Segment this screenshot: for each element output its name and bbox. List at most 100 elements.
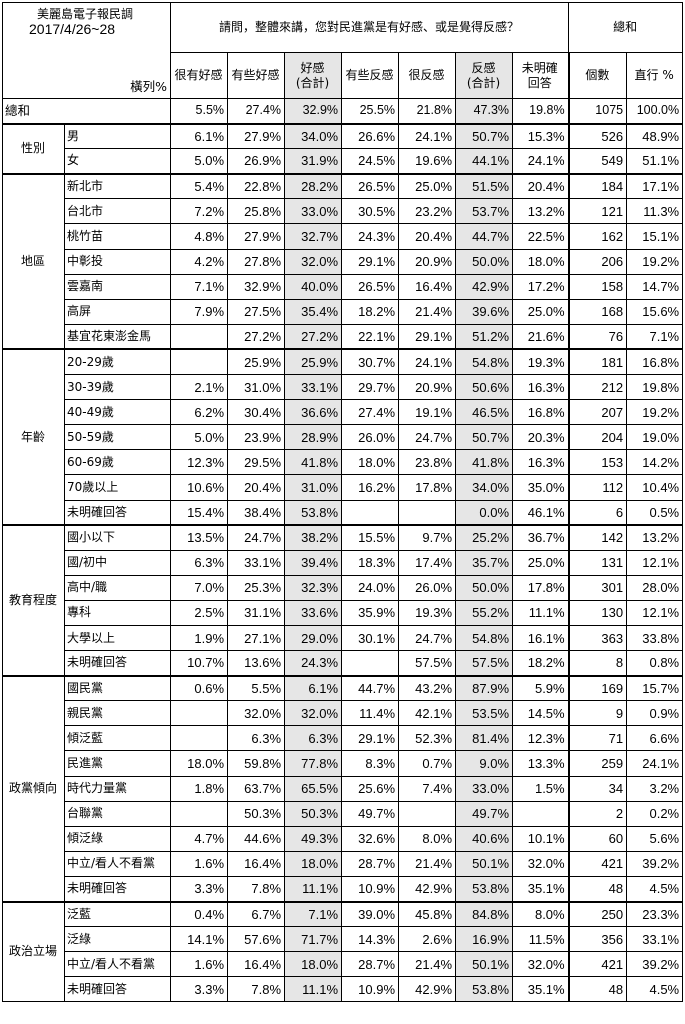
table-cell: 10.1% <box>512 825 570 852</box>
table-cell: 2.5% <box>170 599 229 626</box>
poll-crosstab-table: 美麗島電子報民調 2017/4/26~28 橫列% 請問，整體來講，您對民進黨是… <box>1 2 684 1003</box>
table-cell: 23.9% <box>227 424 286 451</box>
table-cell: 20.9% <box>398 248 457 275</box>
table-cell: 5.5% <box>170 97 229 125</box>
table-cell: 22.1% <box>341 323 400 350</box>
table-cell: 59.8% <box>227 750 286 777</box>
table-cell: 10.9% <box>341 976 400 1003</box>
table-cell: 26.9% <box>227 148 286 175</box>
row-label: 男 <box>63 122 172 150</box>
question-header: 請問，整體來講，您對民進黨是有好感、或是覺得反感？ <box>170 2 570 53</box>
table-cell: 17.1% <box>626 172 684 200</box>
table-cell: 1075 <box>567 97 628 125</box>
table-cell: 12.3% <box>512 725 570 752</box>
table-cell: 14.5% <box>512 700 570 727</box>
table-cell: 19.8% <box>512 97 570 125</box>
table-cell: 27.9% <box>227 122 286 150</box>
table-cell: 50.7% <box>455 122 514 150</box>
row-label: 大學以上 <box>63 624 172 652</box>
table-cell: 7.1% <box>626 323 684 350</box>
table-cell: 212 <box>567 374 628 401</box>
table-cell: 33.1% <box>626 926 684 953</box>
table-cell: 15.1% <box>626 223 684 250</box>
row-label: 60-69歲 <box>63 449 172 476</box>
table-cell: 29.1% <box>341 248 400 275</box>
table-cell: 18.0% <box>341 449 400 476</box>
table-cell: 14.3% <box>341 926 400 953</box>
table-row: 年齡 20-29歲 25.9% 25.9% 30.7% 24.1% 54.8% 19.3% 18… <box>2 348 684 526</box>
row-label: 泛藍 <box>63 900 172 928</box>
table-cell: 32.0% <box>227 700 286 727</box>
table-cell: 47.3% <box>455 97 514 125</box>
table-cell: 57.6% <box>227 926 286 953</box>
table-cell: 7.1% <box>284 900 343 928</box>
table-row: 高屏 7.9% 27.5% 35.4% 18.2% 21.4% 39.6% 25.0% 168 1… <box>3 298 684 325</box>
table-cell: 20.4% <box>512 172 570 200</box>
table-cell: 18.0% <box>284 951 343 978</box>
table-cell: 21.4% <box>398 951 457 978</box>
table-cell: 25.9% <box>227 348 286 376</box>
column-header: 反感 (合計) <box>455 52 514 99</box>
table-row: 大學以上 1.9% 27.1% 29.0% 30.1% 24.7% 54.8% 16.1% 36… <box>3 624 684 652</box>
row-label: 未明確回答 <box>63 875 172 903</box>
table-cell: 0.0% <box>455 499 514 526</box>
table-cell: 31.1% <box>227 599 286 626</box>
table-cell: 32.0% <box>284 700 343 727</box>
table-cell: 33.1% <box>284 374 343 401</box>
table-row: 70歲以上 10.6% 20.4% 31.0% 16.2% 17.8% 34.0% 35.0%… <box>3 474 684 501</box>
table-cell: 11.1% <box>284 875 343 903</box>
table-cell: 48 <box>567 976 628 1003</box>
table-cell: 27.2% <box>227 323 286 350</box>
table-cell: 31.9% <box>284 148 343 175</box>
table-cell: 60 <box>567 825 628 852</box>
table-cell: 16.4% <box>227 951 286 978</box>
table-cell: 153 <box>567 449 628 476</box>
table-cell <box>170 323 229 350</box>
table-cell: 29.7% <box>341 374 400 401</box>
table-cell: 5.5% <box>227 674 286 702</box>
table-cell: 7.1% <box>170 273 229 300</box>
table-cell: 35.4% <box>284 298 343 325</box>
table-cell: 0.8% <box>626 650 684 677</box>
table-cell: 3.3% <box>170 875 229 903</box>
table-cell: 25.5% <box>341 97 400 125</box>
table-cell: 25.6% <box>341 775 400 802</box>
table-cell: 28.7% <box>341 951 400 978</box>
row-label: 未明確回答 <box>63 650 172 677</box>
table-cell: 10.9% <box>341 875 400 903</box>
table-cell: 11.4% <box>341 700 400 727</box>
table-cell: 168 <box>567 298 628 325</box>
table-cell: 57.5% <box>455 650 514 677</box>
table-cell: 50.3% <box>284 800 343 827</box>
table-cell: 48.9% <box>626 122 684 150</box>
table-row: 地區 新北市 5.4% 22.8% 28.2% 26.5% 25.0% 51.5% 20.4% 1… <box>2 172 684 350</box>
table-cell: 24.3% <box>341 223 400 250</box>
table-cell: 50.1% <box>455 951 514 978</box>
table-cell: 21.8% <box>398 97 457 125</box>
table-cell: 32.0% <box>512 951 570 978</box>
table-cell: 12.1% <box>626 549 684 576</box>
table-cell: 24.1% <box>398 122 457 150</box>
table-cell: 1.6% <box>170 951 229 978</box>
table-cell: 19.3% <box>512 348 570 376</box>
table-cell: 39.2% <box>626 850 684 877</box>
table-cell: 23.3% <box>626 900 684 928</box>
table-row: 未明確回答 3.3% 7.8% 11.1% 10.9% 42.9% 53.8% 35.1% 48… <box>3 976 684 1003</box>
table-cell: 142 <box>567 524 628 551</box>
table-cell: 27.8% <box>227 248 286 275</box>
row-label: 中立/看人不看黨 <box>63 850 172 877</box>
table-cell: 26.0% <box>398 574 457 601</box>
table-row: 教育程度 國小以下 13.5% 24.7% 38.2% 15.5% 9.7% 25.2% 36.… <box>2 524 684 677</box>
table-cell: 35.0% <box>512 474 570 501</box>
table-cell: 19.3% <box>398 599 457 626</box>
table-cell: 4.7% <box>170 825 229 852</box>
table-cell: 32.9% <box>284 97 343 125</box>
table-cell: 28.2% <box>284 172 343 200</box>
table-cell: 87.9% <box>455 674 514 702</box>
table-cell: 33.1% <box>227 549 286 576</box>
table-cell: 38.4% <box>227 499 286 526</box>
group-label: 年齡 <box>2 348 65 526</box>
table-row: 傾泛藍 6.3% 6.3% 29.1% 52.3% 81.4% 12.3% 71 6.6% <box>3 725 684 752</box>
table-cell: 18.0% <box>170 750 229 777</box>
total-row: 總和 5.5% 27.4% 32.9% 25.5% 21.8% 47.3% 19.8% 1075… <box>1 97 684 125</box>
